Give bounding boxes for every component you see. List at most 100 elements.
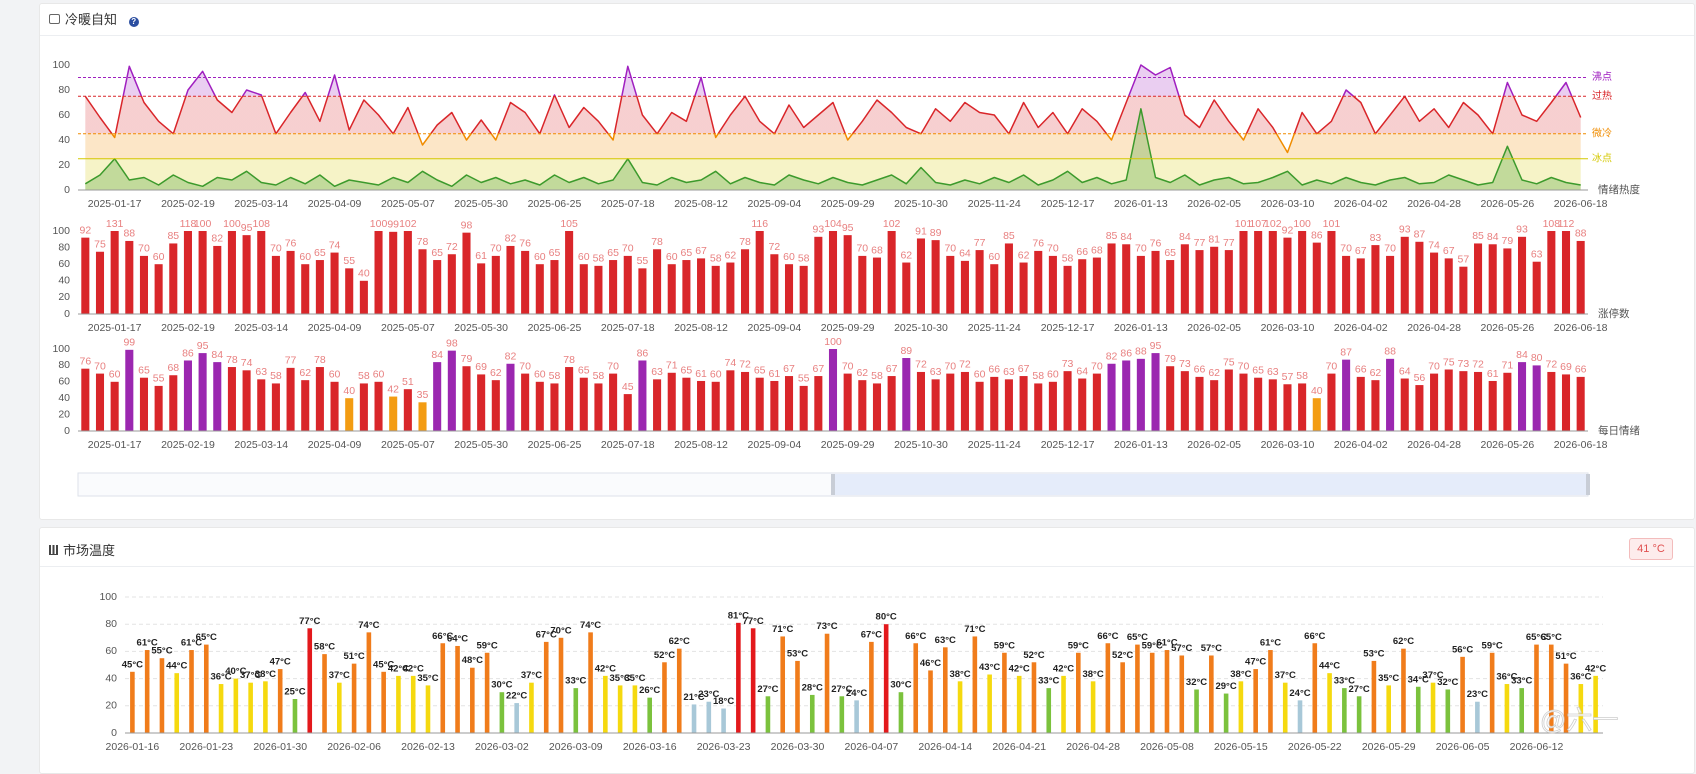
help-icon[interactable]: ? xyxy=(128,17,139,27)
bar-label: 36°C xyxy=(1496,672,1517,683)
bar xyxy=(558,637,564,733)
bar xyxy=(410,675,416,733)
x-tick-label: 2025-09-04 xyxy=(747,322,801,334)
bar xyxy=(403,231,412,314)
bar-label: 63 xyxy=(1003,366,1015,378)
bar xyxy=(213,362,222,431)
bar-label: 60 xyxy=(783,251,795,263)
bar xyxy=(1547,231,1556,314)
bar xyxy=(814,236,823,314)
bar-label: 32°C xyxy=(1437,677,1458,688)
bar-label: 84 xyxy=(1179,231,1191,243)
bar-label: 22°C xyxy=(506,691,527,702)
bar-label: 60 xyxy=(974,369,986,381)
bar xyxy=(887,376,896,431)
y-tick-label: 60 xyxy=(105,645,117,657)
bar xyxy=(617,685,623,733)
bar-label: 84 xyxy=(1516,349,1528,361)
y-tick-label: 40 xyxy=(58,392,70,404)
bar-label: 58 xyxy=(549,370,561,382)
bar-label: 101 xyxy=(1235,218,1253,230)
bar xyxy=(682,377,691,431)
bar-label: 58 xyxy=(1032,370,1044,382)
bar xyxy=(667,264,676,314)
bar xyxy=(1327,231,1336,314)
y-tick-label: 80 xyxy=(58,84,70,96)
bar-label: 65 xyxy=(578,364,590,376)
bar-label: 62 xyxy=(490,367,502,379)
bar xyxy=(632,685,638,733)
x-tick-label: 2026-03-10 xyxy=(1261,198,1315,210)
bar-label: 93 xyxy=(1516,224,1528,236)
bar xyxy=(1561,374,1571,431)
bar xyxy=(1593,675,1598,733)
bar xyxy=(374,231,383,314)
bar xyxy=(169,375,178,431)
bar-label: 24°C xyxy=(846,688,867,699)
x-tick-label: 2026-02-05 xyxy=(1187,322,1241,334)
bar-label: 30°C xyxy=(491,680,512,691)
bar xyxy=(1254,231,1263,314)
bar xyxy=(1151,353,1160,431)
watermark: @六一 xyxy=(1540,705,1618,735)
zoom-handle[interactable] xyxy=(831,474,835,495)
bar-label: 88 xyxy=(1575,228,1587,240)
bar-label: 42°C xyxy=(1009,663,1030,674)
bar xyxy=(824,633,830,733)
bar-label: 70 xyxy=(1326,360,1338,372)
bar-label: 23°C xyxy=(698,689,719,700)
bar xyxy=(1166,366,1175,431)
bar-label: 131 xyxy=(106,218,124,230)
y-tick-label: 20 xyxy=(58,291,70,303)
bar-label: 58 xyxy=(710,253,722,265)
x-tick-label: 2026-05-26 xyxy=(1481,198,1535,210)
bar xyxy=(784,264,794,314)
y-tick-label: 60 xyxy=(58,109,70,121)
bar-label: 99 xyxy=(387,219,399,231)
bar-label: 65°C xyxy=(1127,632,1148,643)
bar xyxy=(755,377,764,431)
y-tick-label: 100 xyxy=(99,591,117,603)
bar-label: 62 xyxy=(1018,249,1030,261)
bar-label: 59°C xyxy=(1482,640,1503,651)
zoom-window[interactable] xyxy=(833,474,1588,495)
bar xyxy=(1224,250,1233,314)
bar-label: 60 xyxy=(109,369,121,381)
bar xyxy=(1297,700,1303,733)
bar xyxy=(1122,244,1131,314)
y-tick-label: 0 xyxy=(111,727,117,739)
bar-label: 35°C xyxy=(610,673,631,684)
bar-label: 70°C xyxy=(550,625,571,636)
bar xyxy=(676,648,682,733)
bar xyxy=(359,280,368,314)
bar-label: 89 xyxy=(930,227,942,239)
bar xyxy=(403,389,412,431)
zoom-handle[interactable] xyxy=(1586,474,1590,495)
bar-label: 45°C xyxy=(122,659,143,670)
bar xyxy=(125,349,134,431)
bar-label: 67 xyxy=(1355,245,1367,257)
bar-label: 60 xyxy=(578,251,590,263)
bar-label: 65 xyxy=(681,364,693,376)
bar xyxy=(942,647,948,733)
bar xyxy=(1517,236,1527,314)
bar-label: 102 xyxy=(399,218,417,230)
bar xyxy=(1356,376,1365,431)
bar xyxy=(1034,250,1043,314)
bar xyxy=(1576,240,1585,314)
bar xyxy=(1019,262,1028,314)
x-tick-label: 2025-05-07 xyxy=(381,198,435,210)
bar xyxy=(1401,648,1406,733)
bar-label: 73 xyxy=(1179,358,1191,370)
y-tick-label: 40 xyxy=(58,275,70,287)
bar xyxy=(514,703,519,733)
x-tick-label: 2026-03-02 xyxy=(475,741,529,753)
axis-label: 每日情绪 xyxy=(1598,424,1640,437)
bar-label: 66°C xyxy=(1304,631,1325,642)
bar xyxy=(301,380,310,431)
bar xyxy=(447,254,456,314)
x-tick-label: 2025-10-30 xyxy=(894,322,948,334)
bar xyxy=(154,264,163,314)
bar xyxy=(315,260,324,314)
bar-label: 65°C xyxy=(1526,632,1547,643)
